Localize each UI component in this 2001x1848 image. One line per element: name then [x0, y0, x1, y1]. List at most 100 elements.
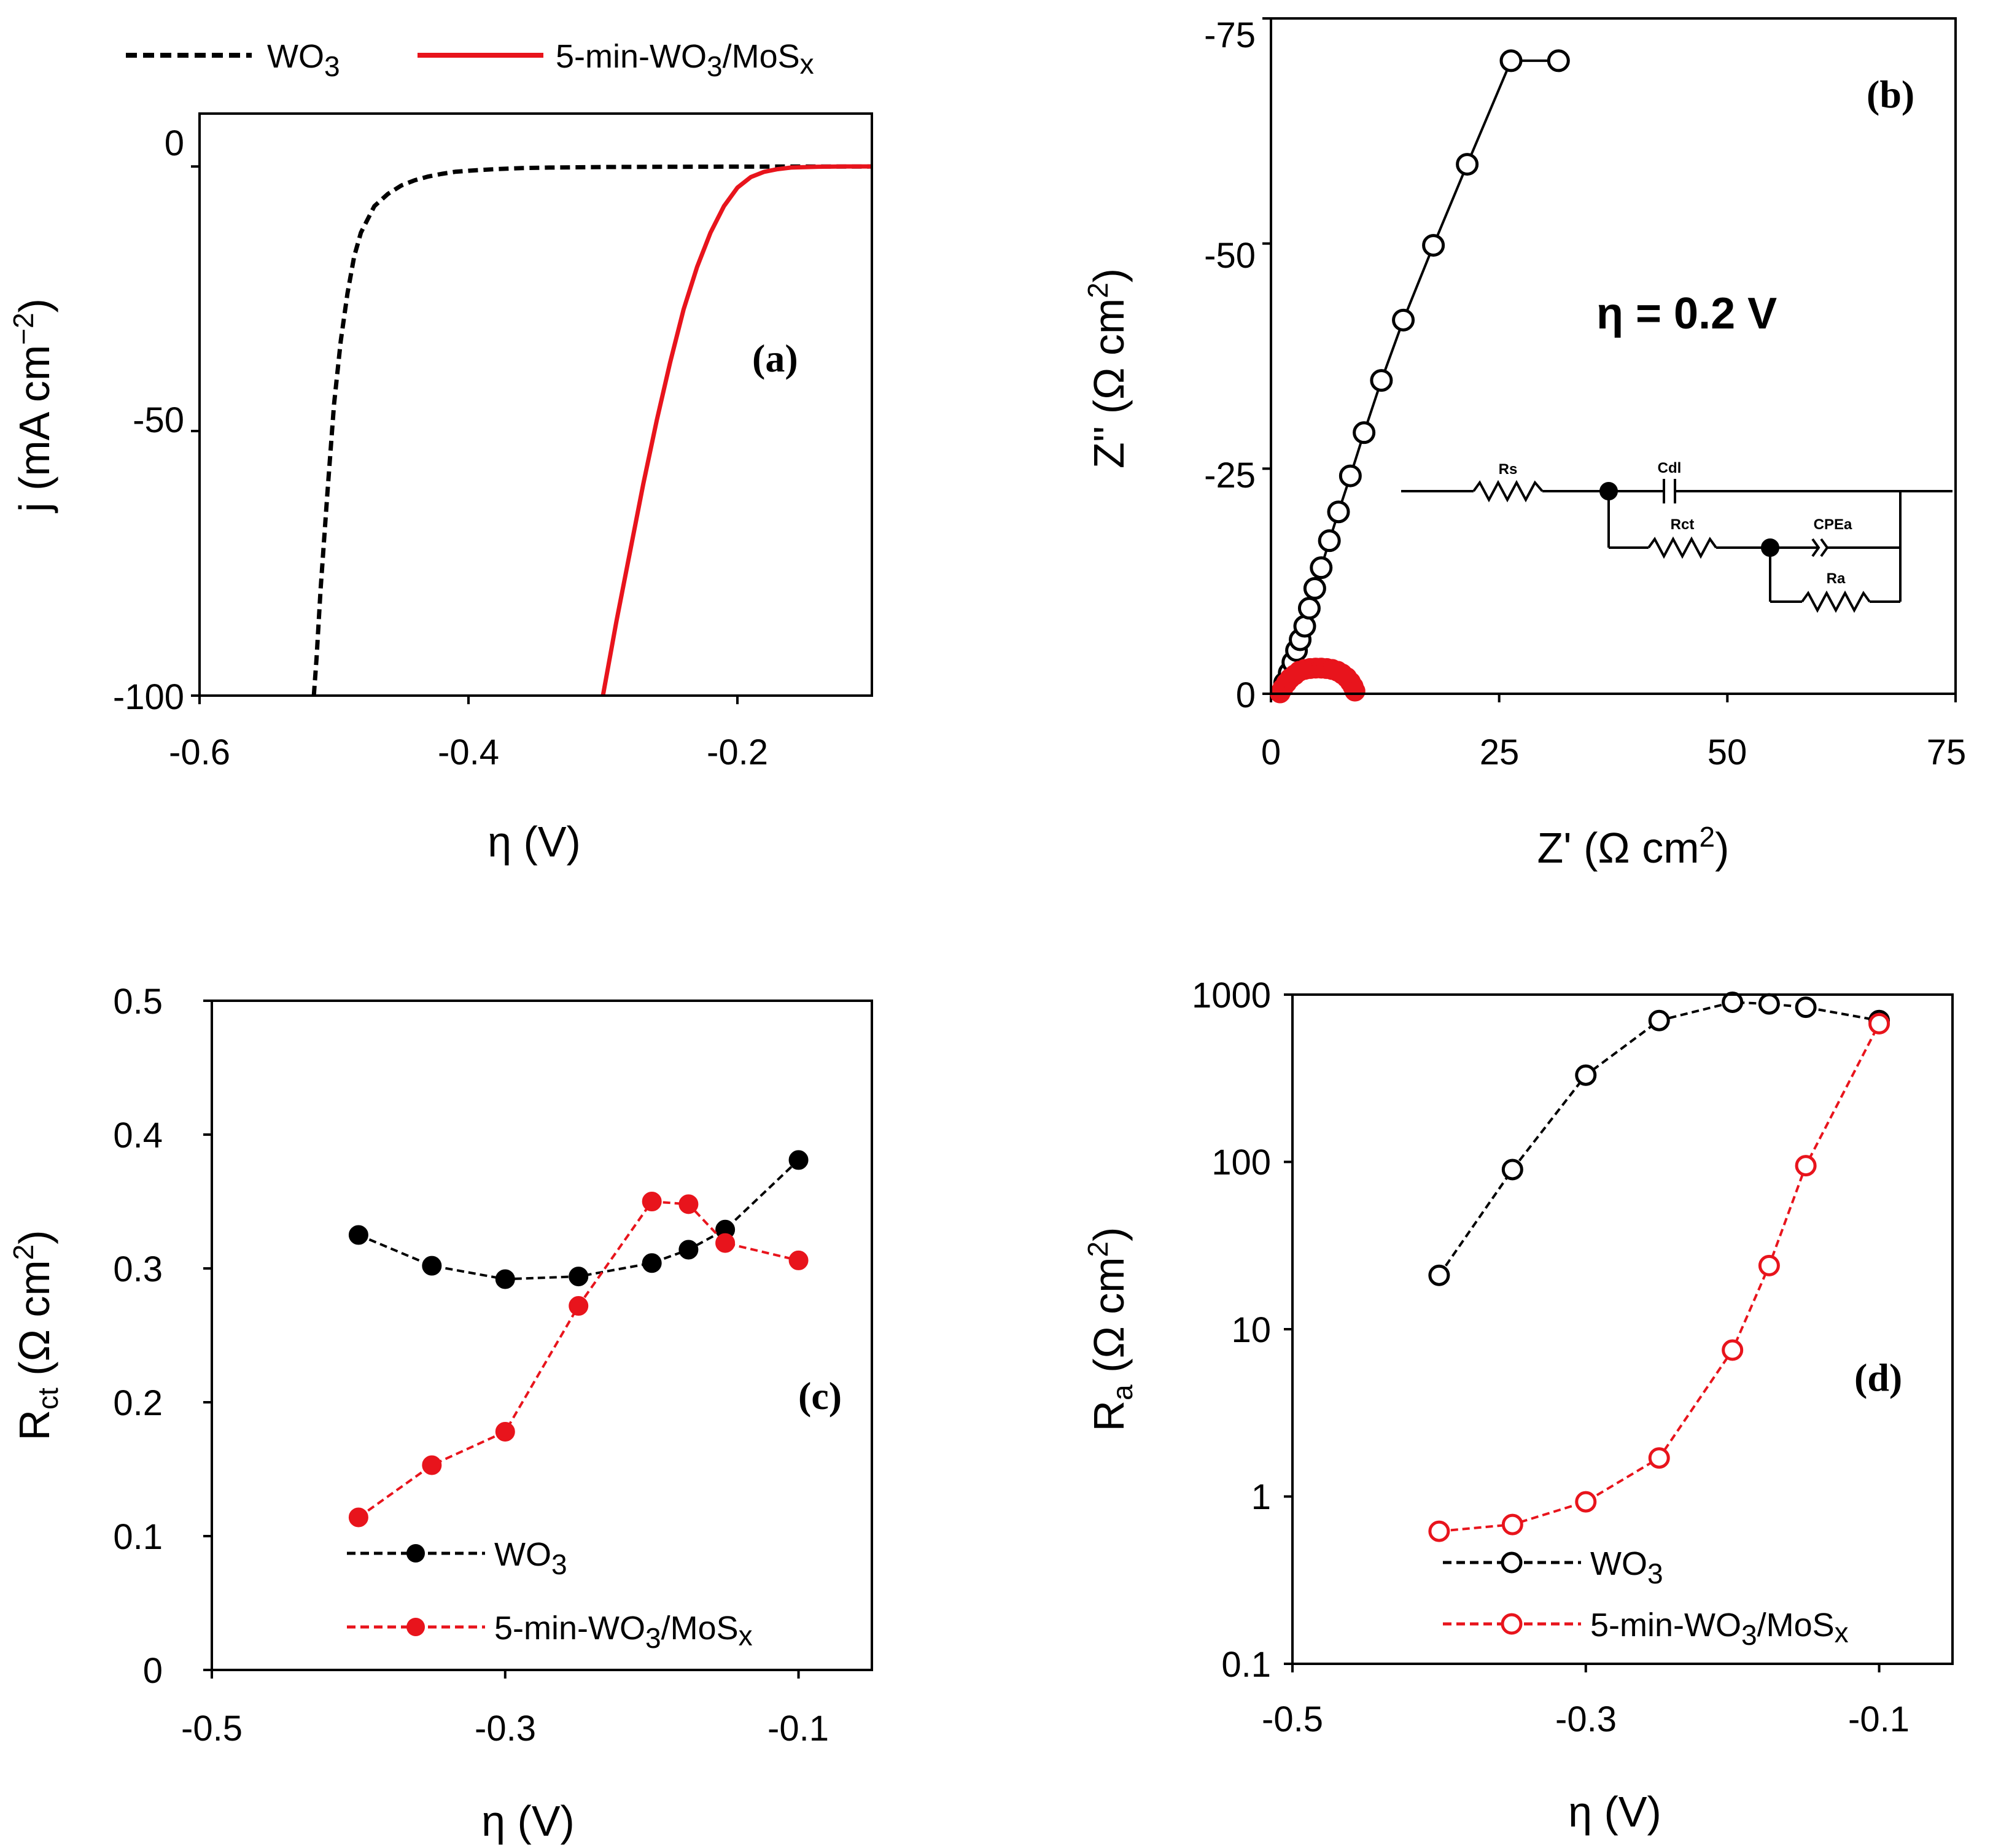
y-tick-b-1: -50: [1204, 236, 1256, 276]
data-point-c-mos-2: [495, 1421, 515, 1442]
data-point-d-mos-2: [1575, 1491, 1597, 1513]
data-point-b-wo3-18: [1547, 49, 1570, 72]
data-point-d-wo3-6: [1795, 996, 1817, 1019]
panel-label-d: (d): [1854, 1356, 1902, 1399]
y-tick-c-1: 0.4: [113, 1116, 163, 1155]
y-tick-d-0: 1000: [1192, 976, 1271, 1015]
data-point-c-wo3-1: [422, 1256, 442, 1276]
circuit-label-cdl: Cdl: [1658, 460, 1682, 476]
plot-area-b: [1262, 17, 1957, 704]
x-tick-c-1: -0.3: [475, 1709, 536, 1749]
x-tick-d-0: -0.5: [1262, 1699, 1323, 1739]
data-point-c-mos-7: [788, 1250, 809, 1270]
x-tick-b-2: 50: [1708, 732, 1747, 772]
x-axis-label-b: Z' (Ω cm2): [1537, 821, 1730, 872]
legend-d-mos-marker: [1501, 1613, 1523, 1635]
series-line-a-wo3: [311, 164, 872, 696]
data-point-b-wo3-11: [1339, 464, 1362, 487]
panel-label-a: (a): [752, 336, 798, 380]
data-point-b-mos-17: [1344, 680, 1366, 702]
circuit-label-cpea: CPEa: [1814, 516, 1852, 533]
panel-a: WO3 5-min-WO3/MoSx (a) 0 -50 -100 -0.6 -…: [7, 38, 873, 866]
legend-a-wo3-label: WO3: [267, 38, 340, 82]
data-point-d-wo3-1: [1501, 1159, 1523, 1181]
panel-b: (b) η = 0.2 V Rs Cdl: [1082, 15, 1966, 872]
legend-c-mos-marker: [406, 1618, 425, 1636]
data-point-c-wo3-4: [642, 1253, 662, 1273]
legend-d-mos-label: 5-min-WO3/MoSx: [1590, 1607, 1849, 1651]
y-tick-c-0: 0.5: [113, 982, 163, 1022]
x-tick-b-3: 75: [1927, 732, 1967, 772]
y-axis-label-a: j (mA cm−2): [7, 298, 58, 513]
x-tick-a-0: -0.6: [169, 732, 230, 772]
data-point-d-mos-7: [1868, 1012, 1890, 1035]
data-point-b-wo3-12: [1353, 421, 1376, 445]
y-tick-c-4: 0.1: [113, 1517, 163, 1557]
series-line-d-mos: [1439, 1023, 1881, 1533]
panel-label-c: (c): [798, 1374, 842, 1418]
y-tick-b-2: -25: [1204, 456, 1256, 495]
y-axis-label-d: Ra (Ω cm2): [1082, 1227, 1138, 1432]
legend-d-wo3-marker: [1501, 1551, 1523, 1574]
data-point-b-wo3-10: [1327, 500, 1350, 524]
circuit-label-rct: Rct: [1671, 516, 1695, 533]
data-point-d-wo3-0: [1428, 1264, 1450, 1286]
y-tick-a-2: -100: [113, 677, 184, 717]
data-point-b-wo3-13: [1370, 369, 1393, 392]
legend-c-mos-label: 5-min-WO3/MoSx: [494, 1610, 753, 1654]
data-point-c-wo3-3: [569, 1267, 589, 1287]
legend-c-wo3-marker: [406, 1544, 425, 1563]
plot-area-a: [191, 164, 872, 704]
y-tick-c-3: 0.2: [113, 1383, 163, 1423]
series-line-a-mos: [600, 164, 872, 696]
data-point-d-wo3-5: [1758, 993, 1780, 1015]
panel-d: (d) WO3 5-min-WO3/MoSx 1000 100 10 1 0.1…: [1082, 976, 1954, 1836]
y-tick-d-1: 100: [1211, 1143, 1271, 1182]
x-tick-d-2: -0.1: [1848, 1699, 1910, 1739]
data-point-b-wo3-9: [1318, 529, 1341, 553]
legend-d-wo3-label: WO3: [1590, 1545, 1663, 1590]
data-point-d-mos-1: [1501, 1513, 1523, 1535]
data-point-b-wo3-17: [1499, 49, 1523, 72]
data-point-d-mos-6: [1795, 1155, 1817, 1177]
data-point-d-wo3-3: [1648, 1009, 1670, 1031]
data-point-d-wo3-4: [1722, 991, 1744, 1013]
data-point-c-mos-0: [348, 1507, 368, 1528]
y-axis-label-c: Rct (Ω cm2): [7, 1230, 64, 1440]
y-tick-c-2: 0.3: [113, 1249, 163, 1289]
x-tick-a-2: -0.2: [707, 732, 768, 772]
data-point-b-wo3-8: [1310, 556, 1333, 580]
data-point-d-mos-0: [1428, 1520, 1450, 1542]
data-point-c-mos-4: [642, 1192, 662, 1211]
y-tick-d-4: 0.1: [1221, 1645, 1271, 1685]
data-point-c-mos-1: [422, 1455, 442, 1475]
circuit-label-rs: Rs: [1499, 461, 1518, 478]
data-point-c-wo3-2: [495, 1269, 515, 1289]
circuit-label-ra: Ra: [1827, 570, 1846, 587]
panel-c: (c) WO3 5-min-WO3/MoSx 0.5 0.4 0.3 0.2 0…: [7, 982, 873, 1845]
frame-d: [1291, 993, 1954, 1665]
x-tick-c-2: -0.1: [767, 1709, 829, 1749]
frame-a: [198, 112, 873, 697]
data-point-d-wo3-2: [1575, 1064, 1597, 1086]
data-point-c-mos-3: [569, 1296, 589, 1316]
y-tick-a-1: -50: [133, 400, 184, 440]
annotation-eta-b: η = 0.2 V: [1596, 289, 1777, 338]
data-point-b-wo3-14: [1392, 308, 1415, 332]
x-tick-d-1: -0.3: [1555, 1699, 1617, 1739]
x-tick-a-1: -0.4: [438, 732, 499, 772]
y-tick-b-0: -75: [1204, 15, 1256, 55]
data-point-b-wo3-16: [1456, 153, 1479, 176]
data-point-d-mos-4: [1722, 1339, 1744, 1361]
frame-b: [1270, 17, 1957, 695]
data-point-c-mos-5: [678, 1194, 699, 1214]
data-point-b-wo3-7: [1303, 577, 1326, 600]
x-tick-b-0: 0: [1261, 732, 1281, 772]
x-axis-label-a: η (V): [488, 818, 581, 866]
y-tick-d-3: 1: [1251, 1477, 1271, 1517]
frame-c: [211, 1000, 873, 1671]
legend-a-mos-label: 5-min-WO3/MoSx: [556, 38, 814, 82]
data-point-b-wo3-6: [1297, 597, 1321, 620]
data-point-b-wo3-5: [1293, 615, 1316, 638]
data-point-b-wo3-15: [1422, 234, 1445, 257]
